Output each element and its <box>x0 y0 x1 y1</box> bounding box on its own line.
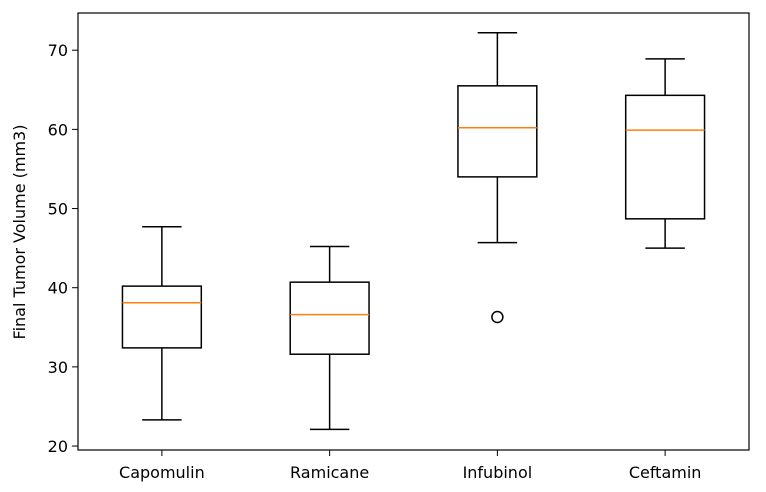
tick-group: 20 30 40 50 60 70 Capomulin Ramicane Infubinol Ce… <box>48 41 702 482</box>
y-tick-label: 70 <box>48 41 68 60</box>
iqr-box <box>289 281 370 355</box>
box-capomulin <box>121 226 203 421</box>
iqr-box <box>121 285 203 349</box>
box-group <box>121 32 706 431</box>
y-axis-label: Final Tumor Volume (mm3) <box>10 125 29 340</box>
x-tick-label: Ceftamin <box>629 463 702 482</box>
outlier-point <box>491 310 504 324</box>
box-infubinol <box>457 32 538 324</box>
y-tick-label: 30 <box>48 358 68 377</box>
y-tick-label: 40 <box>48 279 68 298</box>
box-ceftamin <box>624 58 706 249</box>
x-tick-label: Ramicane <box>290 463 369 482</box>
y-tick-label: 20 <box>48 437 68 456</box>
box-ramicane <box>289 245 370 431</box>
x-tick-label: Infubinol <box>463 463 533 482</box>
y-tick-label: 50 <box>48 200 68 219</box>
x-tick-label: Capomulin <box>119 463 205 482</box>
y-tick-label: 60 <box>48 120 68 139</box>
plot-frame <box>77 12 750 451</box>
iqr-box <box>624 94 706 220</box>
iqr-box <box>457 85 538 178</box>
